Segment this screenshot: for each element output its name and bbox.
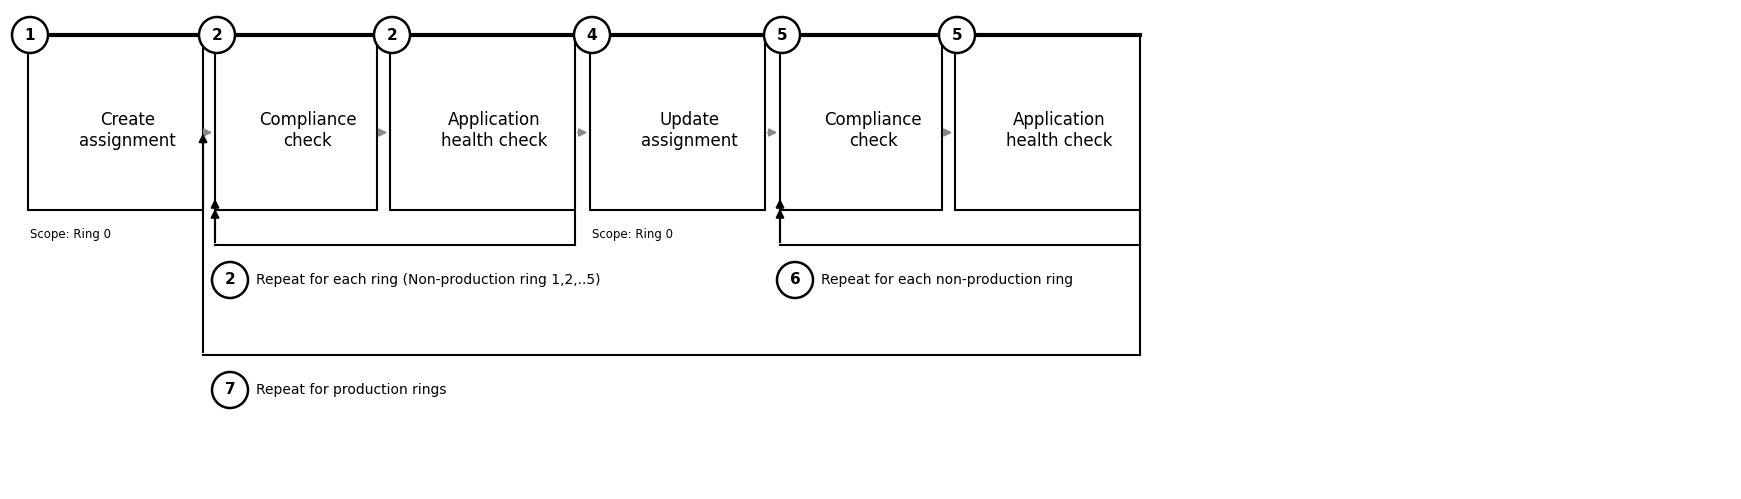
Circle shape [776,262,813,298]
Circle shape [212,372,247,408]
Text: Repeat for each ring (Non-production ring 1,2,..5): Repeat for each ring (Non-production rin… [256,273,601,287]
Text: 4: 4 [587,27,597,42]
Bar [390,35,575,210]
Circle shape [12,17,49,53]
Bar [780,35,942,210]
Text: Repeat for each non-production ring: Repeat for each non-production ring [822,273,1072,287]
Text: 1: 1 [24,27,35,42]
Circle shape [575,17,609,53]
Bar [590,35,764,210]
Text: 7: 7 [225,383,235,398]
Text: 5: 5 [952,27,963,42]
Text: Scope: Ring 0: Scope: Ring 0 [592,228,674,241]
Bar [28,35,204,210]
Circle shape [938,17,975,53]
Text: 2: 2 [225,272,235,287]
Circle shape [198,17,235,53]
Text: Scope: Ring 0: Scope: Ring 0 [30,228,111,241]
Text: 6: 6 [790,272,801,287]
Bar [214,35,378,210]
Text: 2: 2 [212,27,223,42]
Text: 2: 2 [387,27,397,42]
Text: Application
health check: Application health check [440,111,548,150]
Circle shape [764,17,801,53]
Text: Repeat for production rings: Repeat for production rings [256,383,446,397]
Text: Update
assignment: Update assignment [641,111,738,150]
Text: Create
assignment: Create assignment [78,111,176,150]
Text: Compliance
check: Compliance check [823,111,921,150]
Circle shape [212,262,247,298]
Bar [956,35,1140,210]
Circle shape [374,17,409,53]
Text: Application
health check: Application health check [1006,111,1112,150]
Text: 5: 5 [776,27,787,42]
Text: Compliance
check: Compliance check [259,111,357,150]
